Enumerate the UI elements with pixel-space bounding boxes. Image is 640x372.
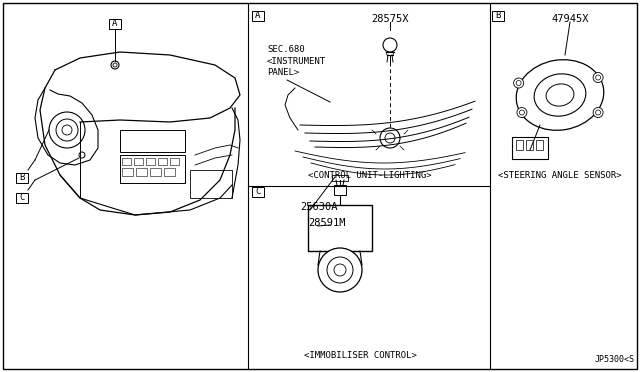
Circle shape: [334, 264, 346, 276]
Text: A: A: [112, 19, 118, 29]
Circle shape: [593, 73, 603, 83]
Circle shape: [517, 108, 527, 118]
Bar: [308, 205, 372, 251]
Ellipse shape: [516, 60, 604, 130]
Circle shape: [596, 75, 600, 80]
Ellipse shape: [534, 74, 586, 116]
Bar: [252, 11, 264, 21]
Bar: [526, 140, 533, 150]
Circle shape: [49, 112, 85, 148]
Circle shape: [520, 110, 524, 115]
Text: A: A: [255, 12, 260, 20]
Bar: [16, 193, 28, 203]
Text: <CONTROL UNIT-LIGHTING>: <CONTROL UNIT-LIGHTING>: [308, 170, 432, 180]
Bar: [170, 158, 179, 165]
Bar: [122, 158, 131, 165]
Circle shape: [62, 125, 72, 135]
Bar: [109, 19, 121, 29]
Text: 28591M: 28591M: [308, 218, 346, 228]
Text: SEC.680: SEC.680: [267, 45, 305, 54]
Text: 25630A: 25630A: [300, 202, 337, 212]
Circle shape: [383, 38, 397, 52]
Bar: [492, 11, 504, 21]
Bar: [334, 185, 346, 195]
Circle shape: [380, 128, 400, 148]
Circle shape: [79, 152, 85, 158]
Circle shape: [596, 110, 600, 115]
Bar: [158, 158, 167, 165]
Circle shape: [111, 61, 119, 69]
Bar: [146, 158, 155, 165]
Text: C: C: [19, 193, 25, 202]
Text: B: B: [19, 173, 25, 183]
Circle shape: [113, 63, 117, 67]
Bar: [136, 168, 147, 176]
Circle shape: [385, 133, 395, 143]
Text: <STEERING ANGLE SENSOR>: <STEERING ANGLE SENSOR>: [498, 170, 622, 180]
Text: PANEL>: PANEL>: [267, 68, 300, 77]
Text: B: B: [495, 12, 500, 20]
Bar: [120, 130, 185, 152]
Bar: [536, 140, 543, 150]
Bar: [190, 170, 232, 198]
Bar: [512, 137, 548, 159]
Text: JP5300<S: JP5300<S: [595, 356, 635, 365]
Text: <IMMOBILISER CONTROL>: <IMMOBILISER CONTROL>: [303, 350, 417, 359]
Bar: [122, 168, 133, 176]
Bar: [150, 168, 161, 176]
Bar: [134, 158, 143, 165]
Ellipse shape: [546, 84, 574, 106]
Circle shape: [327, 257, 353, 283]
Circle shape: [516, 80, 521, 86]
Bar: [252, 187, 264, 197]
Text: 28575X: 28575X: [371, 14, 409, 24]
Circle shape: [56, 119, 78, 141]
Circle shape: [593, 108, 603, 118]
Text: C: C: [255, 187, 260, 196]
Bar: [120, 155, 185, 183]
Text: 47945X: 47945X: [551, 14, 589, 24]
Bar: [332, 175, 348, 181]
Bar: [516, 140, 523, 150]
Bar: [164, 168, 175, 176]
Text: <INSTRUMENT: <INSTRUMENT: [267, 57, 326, 66]
Circle shape: [318, 248, 362, 292]
Circle shape: [514, 78, 524, 88]
Bar: [16, 173, 28, 183]
